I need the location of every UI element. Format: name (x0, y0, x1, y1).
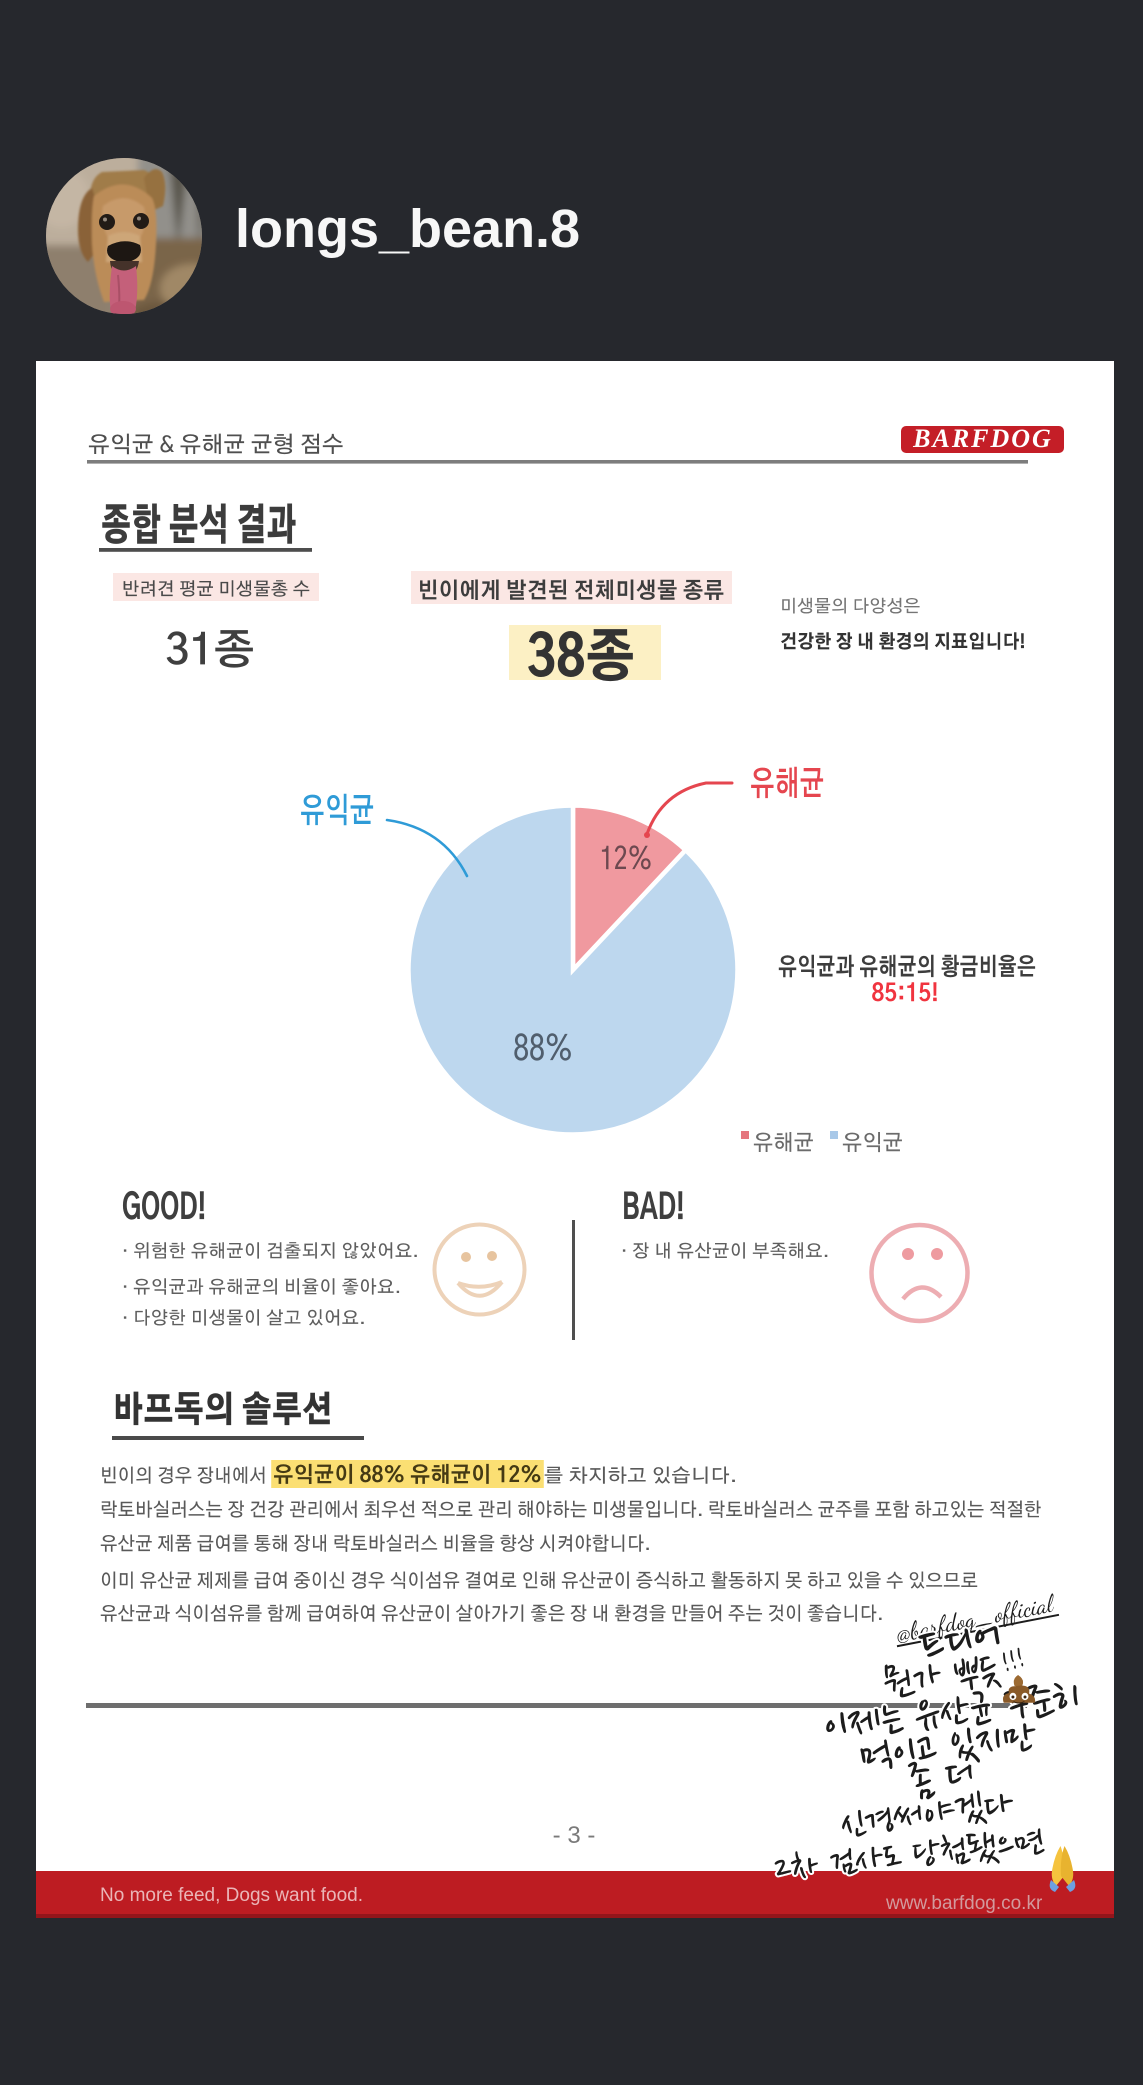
svg-text:www.barfdog.co.kr: www.barfdog.co.kr (885, 1893, 1043, 1914)
svg-text:- 3 -: - 3 - (553, 1822, 596, 1849)
svg-text:No more feed, Dogs want food.: No more feed, Dogs want food. (100, 1885, 363, 1906)
svg-text:BARFDOG: BARFDOG (912, 424, 1053, 453)
